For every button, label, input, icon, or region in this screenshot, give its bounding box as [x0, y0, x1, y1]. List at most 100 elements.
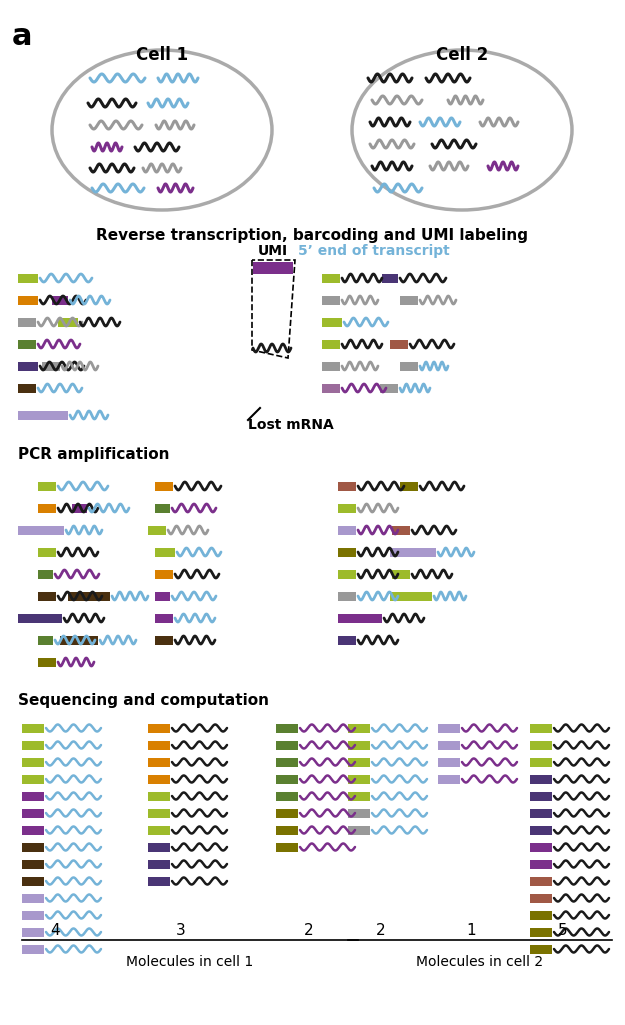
- Bar: [155, 570, 173, 578]
- Bar: [348, 775, 370, 783]
- Text: 2: 2: [376, 922, 386, 938]
- Bar: [530, 910, 552, 919]
- Bar: [348, 809, 370, 818]
- Bar: [42, 362, 60, 370]
- Bar: [438, 757, 460, 767]
- Text: PCR amplification: PCR amplification: [18, 447, 169, 462]
- Text: Molecules in cell 1: Molecules in cell 1: [126, 955, 254, 969]
- Bar: [22, 894, 44, 902]
- Bar: [338, 591, 356, 601]
- Text: 3: 3: [176, 922, 186, 938]
- Bar: [18, 274, 38, 283]
- Bar: [338, 570, 356, 578]
- Bar: [18, 362, 38, 370]
- Bar: [338, 614, 382, 622]
- Bar: [22, 724, 44, 733]
- Bar: [530, 843, 552, 852]
- Bar: [148, 526, 166, 534]
- Bar: [438, 740, 460, 749]
- Bar: [530, 791, 552, 801]
- Bar: [438, 775, 460, 783]
- Bar: [38, 591, 56, 601]
- Bar: [22, 809, 44, 818]
- Bar: [338, 482, 356, 491]
- Bar: [58, 318, 78, 327]
- Bar: [276, 740, 298, 749]
- Bar: [322, 339, 340, 349]
- Text: Lost mRNA: Lost mRNA: [248, 418, 334, 432]
- Bar: [530, 724, 552, 733]
- Bar: [276, 724, 298, 733]
- Bar: [155, 591, 170, 601]
- Bar: [148, 860, 170, 868]
- Bar: [22, 944, 44, 953]
- Bar: [348, 825, 370, 834]
- Bar: [392, 526, 410, 534]
- Bar: [22, 825, 44, 834]
- Text: a: a: [12, 22, 32, 51]
- Bar: [392, 570, 410, 578]
- Bar: [530, 860, 552, 868]
- Bar: [400, 482, 418, 491]
- Bar: [38, 503, 56, 512]
- Bar: [400, 295, 418, 304]
- Bar: [155, 503, 170, 512]
- Bar: [148, 775, 170, 783]
- Bar: [348, 791, 370, 801]
- Text: 2: 2: [304, 922, 314, 938]
- Bar: [322, 274, 340, 283]
- Bar: [338, 503, 356, 512]
- Bar: [22, 775, 44, 783]
- Bar: [38, 482, 56, 491]
- Text: Reverse transcription, barcoding and UMI labeling: Reverse transcription, barcoding and UMI…: [96, 228, 528, 243]
- Bar: [322, 318, 342, 327]
- Bar: [155, 636, 173, 645]
- Bar: [18, 318, 36, 327]
- Bar: [148, 876, 170, 886]
- Bar: [276, 809, 298, 818]
- Bar: [60, 636, 98, 645]
- Bar: [148, 757, 170, 767]
- Bar: [22, 910, 44, 919]
- Bar: [148, 843, 170, 852]
- Bar: [18, 339, 36, 349]
- Bar: [22, 876, 44, 886]
- Bar: [390, 547, 436, 557]
- Bar: [148, 791, 170, 801]
- Bar: [338, 547, 356, 557]
- Bar: [253, 262, 293, 274]
- Text: Molecules in cell 2: Molecules in cell 2: [416, 955, 544, 969]
- Bar: [530, 894, 552, 902]
- Bar: [322, 362, 340, 370]
- Bar: [400, 362, 418, 370]
- Bar: [276, 843, 298, 852]
- Text: Cell 1: Cell 1: [136, 46, 188, 64]
- Text: 1: 1: [466, 922, 476, 938]
- Bar: [338, 526, 356, 534]
- Bar: [52, 295, 68, 304]
- Bar: [348, 724, 370, 733]
- Bar: [155, 614, 173, 622]
- Bar: [530, 775, 552, 783]
- Text: 5: 5: [558, 922, 568, 938]
- Bar: [18, 295, 38, 304]
- Bar: [38, 657, 56, 666]
- Bar: [276, 775, 298, 783]
- Bar: [148, 809, 170, 818]
- Bar: [390, 591, 432, 601]
- Bar: [276, 825, 298, 834]
- Bar: [38, 547, 56, 557]
- Bar: [530, 825, 552, 834]
- Bar: [530, 757, 552, 767]
- Text: 5’ end of transcript: 5’ end of transcript: [298, 244, 450, 258]
- Text: Cell 2: Cell 2: [436, 46, 488, 64]
- Bar: [18, 526, 64, 534]
- Bar: [155, 547, 175, 557]
- Bar: [22, 757, 44, 767]
- Bar: [530, 944, 552, 953]
- Bar: [530, 809, 552, 818]
- Bar: [22, 928, 44, 937]
- Bar: [72, 503, 87, 512]
- Bar: [322, 295, 340, 304]
- Bar: [148, 825, 170, 834]
